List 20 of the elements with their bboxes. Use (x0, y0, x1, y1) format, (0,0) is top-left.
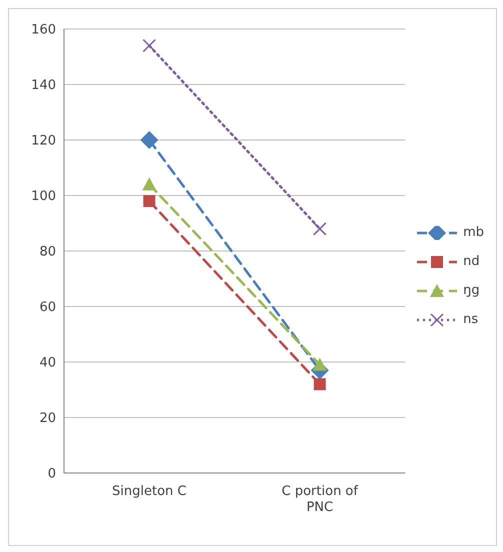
y-tick-label: 60 (39, 300, 56, 316)
legend-label: ns (463, 312, 478, 327)
x-tick-label: Singleton C (112, 484, 187, 499)
point (140, 131, 158, 149)
point (314, 378, 326, 390)
y-tick-label: 0 (48, 466, 56, 482)
legend-label: ŋg (463, 283, 480, 298)
x-tick-label: C portion of PNC (282, 484, 358, 515)
y-tick-label: 100 (31, 189, 56, 204)
y-tick-label: 120 (31, 134, 56, 149)
y-tick-label: 160 (31, 22, 56, 38)
y-tick-label: 40 (39, 356, 56, 371)
legend-label: mb (463, 225, 484, 240)
point (142, 38, 156, 52)
y-tick-label: 20 (39, 411, 56, 426)
y-tick-label: 140 (31, 78, 56, 94)
point (143, 195, 156, 208)
point (313, 222, 327, 236)
legend-label: nd (463, 254, 480, 269)
y-tick-label: 80 (39, 244, 56, 260)
